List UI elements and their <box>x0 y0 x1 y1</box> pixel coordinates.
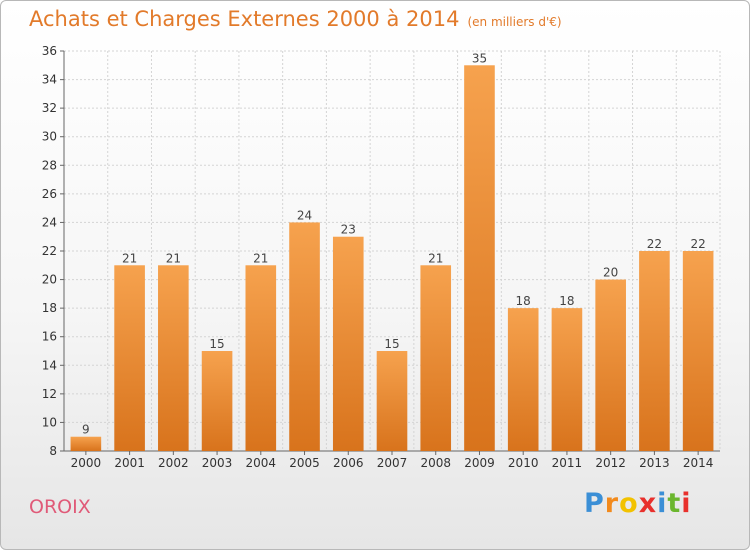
bar <box>158 265 189 451</box>
bar-value-label: 22 <box>647 237 662 251</box>
chart-title: Achats et Charges Externes 2000 à 2014 (e… <box>29 7 562 31</box>
y-tick-label: 8 <box>49 444 57 458</box>
logo-letter: o <box>619 488 639 519</box>
x-tick-label: 2013 <box>639 456 670 470</box>
logo-letter: i <box>657 488 668 519</box>
bar-value-label: 21 <box>122 251 137 265</box>
y-tick-label: 30 <box>42 130 57 144</box>
y-tick-label: 26 <box>42 187 57 201</box>
bar <box>420 265 452 451</box>
bar <box>595 279 626 451</box>
y-tick-label: 10 <box>42 415 57 429</box>
bar-value-label: 15 <box>384 337 399 351</box>
x-tick-label: 2007 <box>377 456 408 470</box>
x-tick-label: 2004 <box>246 456 277 470</box>
bar <box>245 265 277 451</box>
bar-value-label: 23 <box>341 223 356 237</box>
y-tick-label: 28 <box>42 158 57 172</box>
bar-value-label: 21 <box>428 251 443 265</box>
y-tick-label: 36 <box>42 44 57 58</box>
labels: 8 10 12 14 16 18 20 22 24 26 28 30 32 34 36 9 2000 21 2001… <box>42 44 714 470</box>
y-tick-label: 24 <box>42 215 57 229</box>
x-tick-label: 2008 <box>420 456 451 470</box>
y-tick-label: 12 <box>42 387 57 401</box>
bar <box>70 436 102 451</box>
bar <box>639 251 670 451</box>
x-tick-label: 2000 <box>71 456 102 470</box>
x-tick-label: 2002 <box>158 456 189 470</box>
logo-letter: x <box>638 488 658 519</box>
x-tick-label: 2010 <box>508 456 539 470</box>
logo-letter: r <box>604 488 620 519</box>
y-tick-label: 18 <box>42 301 57 315</box>
bar <box>682 251 714 451</box>
bar-value-label: 21 <box>166 251 181 265</box>
bar <box>464 65 495 452</box>
y-tick-label: 32 <box>42 101 57 115</box>
bar-value-label: 35 <box>472 51 487 65</box>
x-tick-label: 2001 <box>114 456 145 470</box>
commune-name: OROIX <box>29 496 91 518</box>
bar <box>551 308 583 451</box>
y-tick-label: 16 <box>42 330 57 344</box>
bar-value-label: 24 <box>297 208 312 222</box>
logo-letter: P <box>584 488 605 519</box>
bars <box>70 65 714 452</box>
x-tick-label: 2006 <box>333 456 364 470</box>
bar-value-label: 18 <box>516 294 531 308</box>
y-tick-label: 34 <box>42 73 57 87</box>
bar <box>114 265 145 451</box>
bar-value-label: 18 <box>559 294 574 308</box>
bar-value-label: 15 <box>209 337 224 351</box>
x-tick-label: 2012 <box>595 456 626 470</box>
y-tick-label: 20 <box>42 273 57 287</box>
bar <box>376 351 408 451</box>
bar <box>332 236 364 451</box>
bar-value-label: 20 <box>603 266 618 280</box>
x-tick-label: 2011 <box>552 456 583 470</box>
x-tick-label: 2005 <box>289 456 320 470</box>
x-tick-label: 2009 <box>464 456 495 470</box>
bar-value-label: 21 <box>253 251 268 265</box>
x-tick-label: 2003 <box>202 456 233 470</box>
chart-title-text: Achats et Charges Externes 2000 à 2014 <box>29 7 460 31</box>
bar <box>201 351 233 451</box>
y-tick-label: 14 <box>42 358 57 372</box>
bar <box>289 222 320 451</box>
x-tick-label: 2014 <box>683 456 714 470</box>
y-tick-label: 22 <box>42 244 57 258</box>
bar <box>507 308 539 451</box>
logo-letter: t <box>667 488 682 519</box>
bar-value-label: 9 <box>82 423 90 437</box>
logo-letter: i <box>681 488 692 519</box>
proxiti-logo: Proxiti <box>584 488 692 519</box>
chart-unit: (en milliers d'€) <box>467 15 562 29</box>
bar-value-label: 22 <box>690 237 705 251</box>
